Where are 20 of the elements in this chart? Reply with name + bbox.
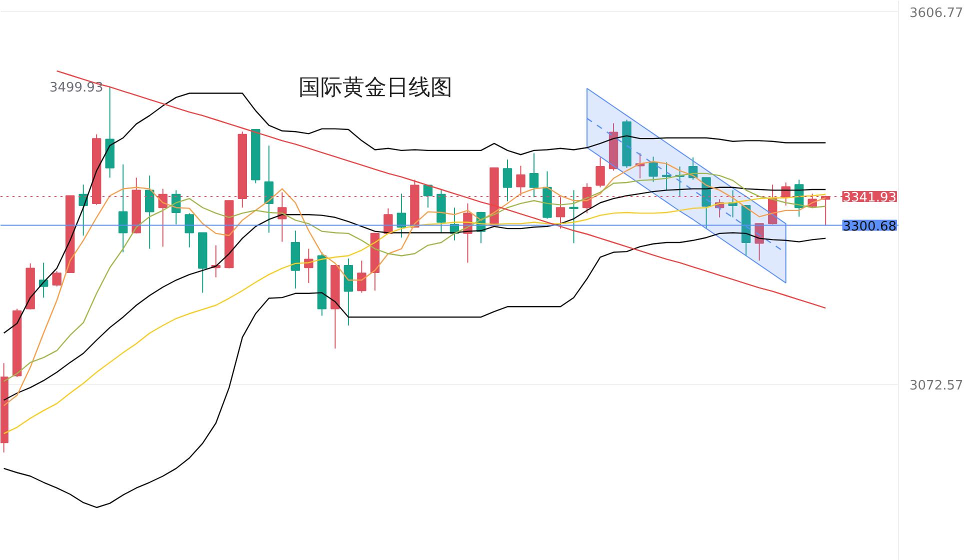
candlestick	[648, 156, 658, 182]
candlestick	[502, 159, 512, 202]
candlestick	[596, 156, 605, 188]
candlestick	[396, 193, 406, 238]
candlestick	[357, 260, 366, 294]
candlestick	[529, 152, 539, 198]
candlestick	[184, 212, 194, 248]
y-tick-label: 3606.77	[910, 6, 964, 21]
candlestick	[662, 162, 672, 191]
text: 国际黄金日线图	[298, 76, 452, 100]
candlestick	[516, 165, 526, 196]
y-tick-label: 3072.57	[910, 378, 964, 394]
candlestick	[569, 190, 578, 244]
candlestick	[145, 175, 154, 250]
candlestick	[423, 184, 433, 208]
candlestick	[118, 164, 128, 253]
annotation: 3499.93	[49, 80, 104, 96]
ref-line-label: 3341.93	[842, 190, 897, 206]
ref-line-label: 3300.68	[842, 219, 897, 234]
candlestick	[52, 270, 62, 287]
